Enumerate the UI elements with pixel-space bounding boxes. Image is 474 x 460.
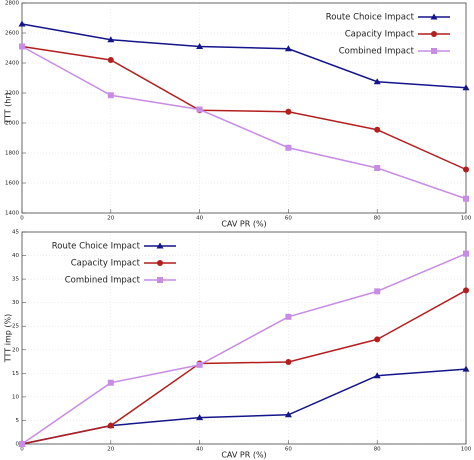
- y-tick-label: 30: [12, 300, 19, 306]
- legend-marker: [156, 242, 164, 249]
- legend-label: Combined Impact: [339, 47, 415, 57]
- y-tick-label: 45: [12, 230, 19, 236]
- x-tick-label: 20: [107, 216, 114, 222]
- y-tick-label: 15: [12, 371, 19, 377]
- marker: [196, 43, 204, 49]
- x-tick-label: 0: [20, 216, 24, 222]
- y-tick-label: 40: [12, 253, 19, 259]
- marker: [196, 414, 204, 421]
- x-tick-label: 80: [374, 447, 381, 453]
- x-tick-label: 0: [20, 447, 24, 453]
- plot-frame: [21, 231, 467, 445]
- marker: [284, 45, 292, 52]
- marker: [374, 336, 381, 343]
- marker: [284, 411, 292, 418]
- marker: [463, 250, 469, 257]
- x-tick-label: 20: [107, 447, 114, 453]
- marker: [463, 195, 469, 202]
- marker: [285, 144, 292, 151]
- legend-label: Route Choice Impact: [326, 13, 415, 23]
- series-line: [21, 368, 467, 445]
- series-line: [21, 23, 467, 89]
- chart: 0 5 10 15 20 25 30 35 40 45 0 20 40 60 80 100 CAV PR (%)…: [4, 230, 472, 460]
- marker: [19, 43, 25, 50]
- y-tick-label: 1800: [5, 151, 19, 157]
- y-tick-label: 2000: [5, 121, 19, 127]
- x-tick-label: 60: [285, 447, 292, 453]
- y-axis-label: TTT imp (%): [4, 314, 13, 363]
- marker: [107, 92, 114, 99]
- legend-marker: [157, 277, 163, 283]
- marker: [463, 287, 469, 294]
- marker: [107, 422, 114, 429]
- chart: 1400 1600 1800 2000 2200 2400 2600 2800 0 20 40 60 8…: [4, 1, 472, 229]
- marker: [196, 361, 203, 368]
- marker: [285, 313, 292, 320]
- y-tick-label: 2200: [5, 91, 19, 97]
- series-line: [21, 289, 467, 445]
- marker: [462, 365, 470, 372]
- x-tick-label: 80: [374, 216, 381, 222]
- legend-label: Capacity Impact: [71, 259, 141, 269]
- legend-label: Capacity Impact: [345, 30, 415, 40]
- legend-marker: [431, 31, 437, 37]
- x-axis-label: CAV PR (%): [221, 451, 266, 460]
- marker: [285, 359, 292, 366]
- series-line: [21, 252, 467, 445]
- y-tick-label: 2400: [5, 61, 19, 67]
- x-tick-label: 40: [196, 216, 203, 222]
- series-line: [21, 45, 467, 171]
- x-tick-label: 40: [196, 447, 203, 453]
- series-line: [21, 45, 467, 200]
- marker: [107, 36, 115, 43]
- legend-label: Combined Impact: [65, 276, 141, 286]
- legend-marker: [430, 13, 438, 20]
- y-tick-label: 0: [16, 442, 20, 448]
- y-tick-label: 2600: [5, 31, 19, 37]
- marker: [374, 165, 381, 171]
- marker: [196, 106, 203, 113]
- marker: [19, 441, 25, 447]
- marker: [18, 20, 26, 27]
- x-tick-label: 100: [461, 216, 472, 222]
- y-axis-label: TTT (hr): [4, 92, 13, 125]
- y-tick-label: 20: [12, 347, 19, 353]
- y-tick-label: 5: [16, 418, 20, 424]
- marker: [462, 84, 470, 91]
- marker: [107, 57, 114, 63]
- marker: [373, 78, 381, 85]
- y-tick-label: 10: [12, 394, 19, 400]
- legend-marker: [431, 48, 437, 54]
- x-tick-label: 60: [285, 216, 292, 222]
- x-axis-label: CAV PR (%): [221, 220, 266, 229]
- x-tick-label: 100: [461, 447, 472, 453]
- marker: [374, 126, 381, 133]
- marker: [107, 379, 114, 386]
- marker: [374, 288, 381, 295]
- y-tick-label: 2800: [5, 1, 19, 7]
- y-tick-label: 1600: [5, 181, 19, 187]
- y-tick-label: 35: [12, 277, 19, 283]
- y-tick-label: 1400: [5, 211, 19, 217]
- plot-frame: [21, 2, 467, 214]
- legend-label: Route Choice Impact: [52, 242, 141, 252]
- marker: [285, 108, 292, 115]
- marker: [463, 166, 469, 173]
- y-tick-label: 25: [12, 324, 19, 330]
- legend-marker: [157, 260, 163, 266]
- marker: [373, 372, 381, 379]
